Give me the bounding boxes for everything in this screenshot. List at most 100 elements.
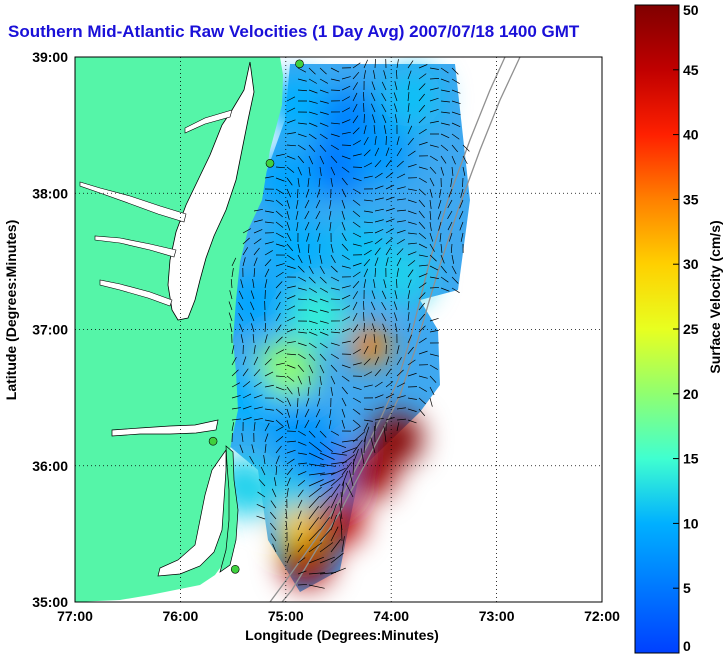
arrow-450	[352, 324, 359, 333]
arrow-682	[286, 488, 289, 498]
arrow-683	[297, 489, 304, 498]
arrow-298	[440, 243, 443, 253]
arrow-142	[451, 155, 456, 165]
arrow-170	[352, 177, 362, 182]
arrow-585	[374, 406, 384, 410]
arrow-431	[352, 312, 358, 322]
arrow-416	[381, 302, 387, 311]
arrow-693	[308, 495, 320, 509]
arrow-262	[275, 232, 285, 238]
arrow-81	[330, 122, 340, 125]
arrow-601	[352, 419, 361, 426]
arrow-245	[315, 221, 321, 231]
arrow-119	[396, 136, 400, 146]
arrow-469	[352, 336, 360, 344]
arrow-530	[396, 369, 404, 377]
rappahannock-river	[94, 235, 177, 258]
arrow-149	[330, 166, 336, 176]
arrow-712	[270, 533, 277, 542]
arrow-501	[286, 364, 296, 369]
arrow-492	[396, 345, 400, 355]
arrow-679	[349, 470, 354, 487]
arrow-93	[286, 132, 296, 135]
arrow-505	[330, 364, 338, 372]
arrow-401	[418, 292, 426, 300]
arrow-29	[451, 78, 460, 85]
arrow-717	[330, 526, 339, 542]
arrow-654	[286, 458, 295, 465]
x-tick-5: 72:00	[584, 608, 620, 624]
arrow-6	[363, 59, 368, 69]
arrow-47	[308, 100, 318, 104]
arrow-317	[418, 254, 428, 258]
arrow-494	[418, 350, 428, 355]
arrow-342	[231, 268, 234, 278]
arrow-23	[383, 70, 387, 80]
albemarle-sound	[111, 419, 219, 437]
arrow-514	[429, 364, 438, 370]
arrow-596	[295, 419, 299, 429]
arrow-265	[306, 232, 310, 242]
arrow-465	[308, 342, 317, 349]
arrow-448	[330, 331, 340, 334]
arrow-467	[330, 342, 340, 346]
arrow-21	[363, 70, 366, 80]
arrow-662	[260, 466, 266, 476]
arrow-266	[317, 232, 321, 242]
speed-cell-4	[382, 67, 443, 128]
arrow-657	[319, 463, 336, 467]
arrow-424	[275, 312, 281, 322]
arrow-567	[385, 393, 395, 399]
arrow-117	[374, 136, 377, 146]
arrow-120	[407, 137, 414, 146]
arrow-519	[275, 375, 286, 378]
arrow-629	[297, 441, 307, 446]
arrow-484	[308, 353, 316, 361]
arrow-677	[330, 475, 344, 487]
arrow-554	[242, 393, 252, 399]
chesapeake-bay	[167, 61, 255, 321]
arrow-515	[231, 369, 239, 377]
arrow-282	[264, 241, 274, 245]
x-tick-1: 76:00	[162, 608, 198, 624]
arrow-91	[440, 122, 450, 126]
speed-cell-9	[224, 272, 285, 333]
arrow-346	[275, 271, 284, 278]
cb-tick-5: 25	[683, 321, 699, 337]
speed-cell-20	[280, 535, 333, 588]
arrow-353	[352, 271, 361, 278]
arrow-432	[363, 311, 365, 322]
arrow-542	[318, 386, 321, 396]
speed-cell-13	[266, 394, 327, 455]
arrow-549	[396, 382, 406, 388]
arrow-362	[451, 276, 459, 284]
arrow-512	[407, 359, 416, 366]
arrow-51	[352, 92, 358, 102]
arrow-435	[393, 312, 398, 322]
arrow-255	[429, 221, 432, 231]
arrow-470	[363, 334, 367, 344]
arrow-77	[286, 119, 296, 124]
arrow-329	[319, 265, 325, 274]
arrow-498	[253, 356, 259, 366]
arrow-78	[297, 122, 307, 125]
arrow-42	[429, 87, 439, 91]
arrow-674	[297, 480, 306, 487]
arrow-409	[308, 309, 318, 313]
arrow-635	[363, 426, 370, 443]
arrow-499	[264, 358, 272, 366]
arrow-39	[394, 81, 398, 91]
arrow-602	[363, 419, 373, 422]
arrow-724	[330, 539, 341, 553]
arrow-55	[393, 92, 398, 102]
arrow-34	[341, 85, 351, 91]
arrow-446	[308, 331, 318, 336]
arrow-430	[341, 316, 351, 322]
arrow-681	[271, 488, 277, 498]
arrow-319	[440, 254, 445, 264]
arrow-522	[308, 375, 311, 385]
arrow-160	[451, 166, 454, 176]
arrow-99	[352, 127, 360, 135]
arrow-555	[253, 394, 263, 399]
arrow-714	[297, 532, 303, 542]
